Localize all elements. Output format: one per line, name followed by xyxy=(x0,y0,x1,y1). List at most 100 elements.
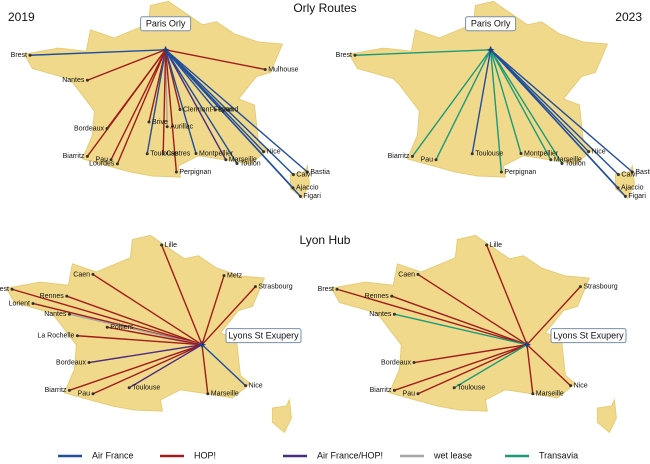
city-dot xyxy=(109,158,113,162)
city-label: Ajaccio xyxy=(296,185,319,192)
city-dot xyxy=(616,173,620,177)
hub-star xyxy=(161,45,170,54)
city-label: Calvi xyxy=(296,171,312,178)
city-dot xyxy=(206,392,210,396)
city-label: Pau xyxy=(96,157,109,164)
city-dot xyxy=(244,384,248,388)
city-label: Bastia xyxy=(310,169,330,176)
route-line xyxy=(165,49,294,176)
city-dot xyxy=(213,108,217,112)
city-label: Perpignan xyxy=(179,169,211,176)
hub-label: Lyons St Exupery xyxy=(553,331,624,341)
legend-label: HOP! xyxy=(194,450,216,460)
city-label: Toulon xyxy=(565,160,586,167)
city-dot xyxy=(578,285,582,289)
city-label: Brest xyxy=(336,52,352,59)
city-label: Biarritz xyxy=(388,153,410,160)
city-dot xyxy=(147,120,151,124)
section-title: Lyon Hub xyxy=(300,233,351,247)
city-dot xyxy=(28,53,32,57)
route-line xyxy=(110,49,167,161)
route-line xyxy=(29,49,166,56)
city-label: Bordeaux xyxy=(74,125,104,132)
city-dot xyxy=(416,272,420,276)
city-label: Nice xyxy=(267,149,281,156)
section-title: Orly Routes xyxy=(293,1,356,15)
city-label: Biarritz xyxy=(45,387,67,394)
hub-box xyxy=(465,16,517,32)
legend-label: Air France xyxy=(92,450,134,460)
city-label: Caen xyxy=(398,271,415,278)
route-line xyxy=(413,343,528,364)
year-label: 2019 xyxy=(8,10,35,24)
city-label: Marseille xyxy=(536,391,564,398)
hub-star xyxy=(486,45,495,54)
city-dot xyxy=(549,158,553,162)
city-label: Nantes xyxy=(62,77,85,84)
hub-star xyxy=(198,340,206,349)
route-line xyxy=(471,49,492,154)
map-panel: Brest Biarritz Pau Toulouse Perpignan Montpel… xyxy=(336,0,650,200)
city-label: Lorient xyxy=(9,300,30,307)
route-line xyxy=(435,49,492,161)
city-dot xyxy=(87,361,91,365)
city-dot xyxy=(85,154,89,158)
city-label: Mulhouse xyxy=(268,66,298,73)
route-line xyxy=(526,286,581,346)
city-label: Perpignan xyxy=(504,169,536,176)
city-label: Figari xyxy=(628,193,646,200)
route-line xyxy=(489,49,503,173)
city-label: Pau xyxy=(78,391,91,398)
city-dot xyxy=(31,301,35,305)
hub-label: Lyons St Exupery xyxy=(228,331,299,341)
route-line xyxy=(116,49,167,165)
route-line xyxy=(490,49,619,176)
city-label: Rennes xyxy=(365,293,390,300)
city-label: Nice xyxy=(592,149,606,156)
city-dot xyxy=(305,170,309,174)
city-dot xyxy=(470,152,474,156)
route-line xyxy=(88,343,203,364)
city-dot xyxy=(531,392,535,396)
city-label: Toulon xyxy=(240,160,261,167)
city-dot xyxy=(499,170,503,174)
route-line xyxy=(86,49,167,157)
city-label: Toulouse xyxy=(457,385,485,392)
route-line xyxy=(526,344,534,394)
city-dot xyxy=(262,150,266,154)
route-line xyxy=(165,49,308,173)
city-dot xyxy=(194,152,198,156)
route-line xyxy=(66,295,203,346)
route-line xyxy=(164,49,227,161)
city-label: Lille xyxy=(165,242,178,249)
hub-label: Paris Orly xyxy=(471,19,511,29)
city-dot xyxy=(353,53,357,57)
city-dot xyxy=(291,173,295,177)
city-label: Metz xyxy=(227,272,243,279)
city-label: Poitiers xyxy=(110,324,134,331)
city-label: Brest xyxy=(0,286,9,293)
city-label: Bordeaux xyxy=(381,359,411,366)
city-dot xyxy=(412,361,416,365)
city-dot xyxy=(105,325,109,329)
route-line xyxy=(92,273,203,346)
city-dot xyxy=(630,170,634,174)
city-label: Marseille xyxy=(554,157,582,164)
map-panel: Lille Caen Strasbourg Brest Rennes Nantes Bord… xyxy=(318,234,627,434)
legend-label: wet lease xyxy=(433,450,472,460)
route-line xyxy=(394,344,528,392)
city-label: Brive xyxy=(152,119,168,126)
route-line xyxy=(69,313,203,346)
hub-box xyxy=(225,328,302,344)
city-label: La Rochelle xyxy=(37,333,74,340)
city-label: Montpellier xyxy=(199,150,234,157)
city-dot xyxy=(298,194,302,198)
route-line xyxy=(417,344,528,395)
city-label: Rennes xyxy=(40,293,65,300)
route-line xyxy=(411,49,492,157)
route-line xyxy=(162,49,167,154)
route-line xyxy=(146,49,167,154)
route-line xyxy=(107,326,203,346)
route-line xyxy=(69,344,203,392)
